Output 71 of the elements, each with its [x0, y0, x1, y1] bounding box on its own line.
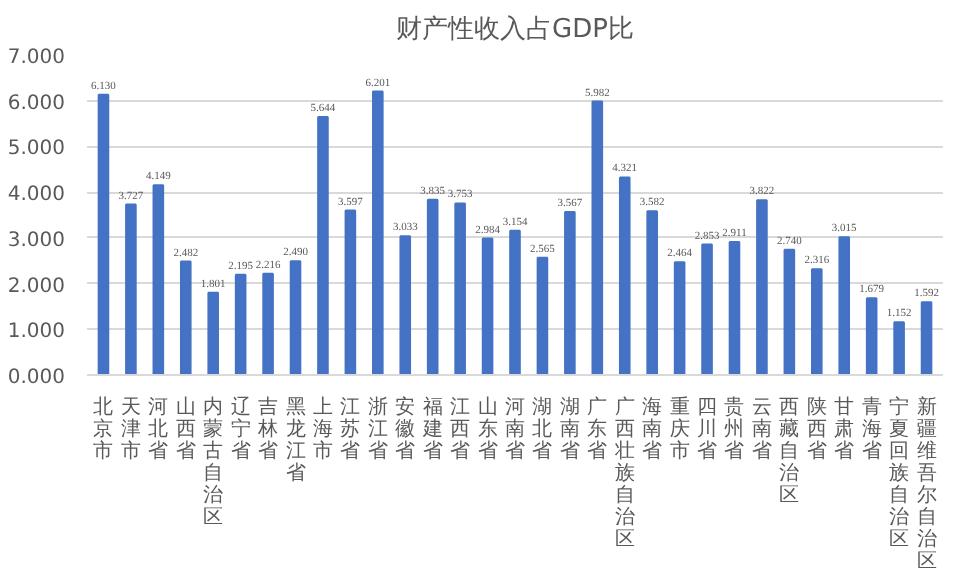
bar: [481, 237, 494, 375]
bar: [783, 248, 796, 375]
bar: [810, 268, 823, 375]
x-tick-label: 河南省: [505, 395, 525, 463]
x-tick-label: 海南省: [642, 395, 663, 463]
y-tick-label: 3.000: [7, 229, 66, 252]
x-tick-label: 安徽省: [395, 395, 416, 463]
bar: [317, 115, 329, 375]
y-tick-label: 6.000: [7, 92, 66, 115]
bar: [344, 209, 357, 375]
bar: [756, 199, 768, 375]
x-tick-label: 宁夏回族自治区: [889, 395, 910, 551]
x-tick-label: 江西省: [450, 395, 471, 463]
bar: [125, 203, 137, 375]
bar: [372, 90, 384, 375]
x-tick-label: 黑龙江省: [285, 397, 306, 485]
bar: [728, 240, 741, 375]
bar: [399, 235, 412, 375]
x-tick-label: 山西省: [175, 395, 196, 463]
y-tick-label: 0.000: [7, 367, 66, 389]
x-tick-label: 北京市: [93, 395, 114, 463]
y-tick-label: 2.000: [7, 275, 66, 298]
bar: [262, 272, 274, 375]
bar: [234, 273, 247, 375]
x-tick-label: 吉林省: [256, 395, 279, 463]
bar: [207, 291, 220, 375]
x-tick-label: 福建省: [420, 395, 443, 463]
y-tick-label: 7.000: [7, 47, 66, 69]
bar: [920, 301, 933, 375]
bar: [509, 229, 521, 375]
x-tick-label: 湖南省: [559, 395, 580, 463]
bar: [536, 256, 549, 375]
x-tick-label: 山东省: [477, 395, 498, 463]
bar: [618, 176, 631, 375]
x-tick-label: 甘肃省: [834, 395, 855, 463]
x-tick-label: 广东省: [587, 395, 608, 463]
x-tick-label: 云南省: [751, 397, 772, 463]
bar: [564, 210, 576, 375]
bar: [152, 184, 165, 375]
x-tick-label: 内蒙古自治区: [203, 395, 224, 529]
bar: [454, 202, 466, 375]
x-tick-label: 西藏自治区: [779, 397, 800, 507]
bar: [289, 260, 302, 375]
bar: [179, 260, 192, 375]
bar: [426, 198, 439, 375]
x-tick-label: 河北省: [148, 395, 169, 463]
y-tick-label: 4.000: [7, 184, 66, 207]
x-tick-label: 江苏省: [340, 395, 361, 463]
x-tick-label: 天津市: [120, 397, 141, 463]
x-tick-label: 四川省: [697, 397, 718, 463]
bar: [838, 236, 851, 375]
x-tick-label: 陕西省: [806, 395, 827, 463]
x-tick-label: 辽宁省: [230, 395, 251, 463]
y-tick-label: 1.000: [7, 321, 66, 344]
bar: [701, 243, 713, 375]
x-tick-label: 广西壮族自治区: [612, 395, 635, 551]
x-tick-label: 重庆市: [669, 395, 690, 463]
x-tick-label: 湖北省: [532, 395, 553, 463]
bar: [893, 321, 905, 375]
x-tick-label: 浙江省: [367, 395, 388, 463]
x-tick-label: 上海市: [312, 395, 333, 463]
bar: [97, 93, 110, 375]
bar: [865, 297, 878, 375]
chart-title: 财产性收入占GDP比: [396, 15, 634, 45]
x-tick-label: 新疆维吾尔自治区: [916, 395, 937, 573]
y-tick-label: 5.000: [7, 138, 66, 161]
bar: [646, 210, 658, 375]
x-tick-label: 贵州省: [724, 395, 745, 463]
x-tick-label: 青海省: [861, 395, 882, 463]
bar: [673, 261, 686, 375]
bar: [591, 100, 604, 375]
